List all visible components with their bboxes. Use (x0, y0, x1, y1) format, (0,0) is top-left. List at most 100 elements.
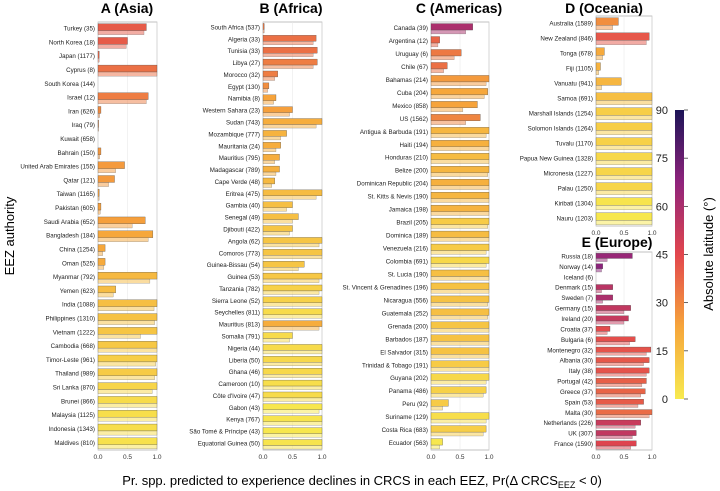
colorbar-tick-label: 30 (656, 298, 668, 310)
bar-New Zealand (846) (595, 32, 650, 41)
bar-Russia (18) (595, 253, 633, 259)
bar-Cuba (204) (430, 88, 488, 96)
bar-Palau (1250) (595, 182, 653, 191)
bar-lower-Bulgaria (6) (595, 341, 630, 346)
category-label: Dominica (189) (386, 233, 428, 240)
category-label: Maldives (810) (54, 440, 95, 447)
category-label: Israel (12) (67, 95, 95, 102)
x-tick-label: 0.5 (619, 230, 628, 237)
bar-Comoros (773) (262, 249, 323, 256)
bar-lower-Canada (39) (430, 29, 466, 35)
category-label: Albania (30) (560, 358, 593, 365)
category-label: Panama (486) (389, 388, 428, 395)
bar-lower-Guyana (202) (430, 380, 487, 385)
category-label: Colombia (691) (386, 258, 428, 265)
bar-lower-Guinea (53) (262, 278, 320, 283)
bar-Sudan (743) (262, 118, 323, 125)
bar-lower-Malta (30) (595, 414, 650, 419)
panel-d: 0.0 0.5 1.0 Australia (1589) New Zealand (84… (520, 15, 657, 237)
category-label: Costa Rica (683) (382, 427, 428, 434)
category-label: Ghana (46) (229, 369, 260, 376)
bar-Angola (62) (262, 237, 323, 244)
colorbar-tick-label: 75 (656, 153, 668, 165)
category-label: Iraq (79) (72, 122, 95, 129)
category-label: Namibia (8) (228, 96, 260, 103)
bar-Sierra Leone (52) (262, 296, 323, 303)
x-tick-label: 0.5 (455, 454, 464, 461)
bar-Guinea (53) (262, 272, 323, 280)
category-label: Taiwan (1165) (57, 191, 95, 198)
bar-Tanzania (782) (262, 284, 323, 292)
category-label: Montenegro (32) (547, 347, 593, 354)
category-label: Comoros (773) (219, 250, 260, 257)
category-label: Western Sahara (23) (203, 108, 260, 115)
bar-lower-Taiwan (1165) (97, 196, 100, 201)
bar-lower-South Africa (537) (262, 29, 265, 34)
category-label: Bahrain (150) (58, 150, 96, 157)
bar-lower-Tonga (678) (595, 55, 603, 60)
bar-Nicaragua (556) (430, 295, 490, 303)
category-label: Denmark (15) (555, 285, 593, 292)
bar-lower-Morocco (32) (262, 76, 275, 81)
category-label: Ecuador (563) (389, 440, 428, 447)
bar-lower-Japan (1177) (97, 58, 100, 63)
bar-lower-Qatar (121) (97, 182, 109, 187)
bar-Thailand (989) (97, 368, 158, 376)
bar-lower-Sweden (7) (595, 300, 603, 304)
category-label: Mozambique (777) (208, 131, 260, 138)
category-label: Pakistan (605) (55, 205, 95, 212)
bar-Italy (38) (595, 367, 650, 374)
category-label: North Korea (18) (49, 39, 95, 46)
category-label: Papua New Guinea (1328) (520, 155, 593, 162)
category-label: India (1088) (62, 302, 95, 309)
category-label: Palau (1250) (558, 185, 593, 192)
category-label: Malaysia (1125) (51, 412, 95, 419)
bar-lower-Sierra Leone (52) (262, 302, 323, 307)
category-label: Honduras (210) (385, 155, 428, 162)
bar-lower-Iraq (79) (97, 127, 99, 132)
bar-Western Sahara (23) (262, 106, 293, 113)
category-label: US (1562) (400, 116, 428, 123)
category-label: Uruguay (6) (395, 51, 428, 58)
bar-Saudi Arabia (652) (97, 216, 146, 225)
bar-lower-Fiji (1105) (595, 70, 599, 75)
bar-Spain (53) (595, 398, 644, 405)
bar-lower-India (1088) (97, 306, 155, 311)
bar-lower-Gabon (43) (262, 409, 320, 414)
category-label: Malta (30) (565, 410, 593, 417)
category-label: Guatemala (252) (382, 310, 428, 317)
bar-Madagascar (789) (262, 165, 280, 173)
bar-lower-Guinea-Bissau (54) (262, 267, 299, 271)
bar-Senegal (49) (262, 213, 299, 220)
x-tick-label: 0.0 (93, 454, 102, 461)
category-label: Australia (1589) (549, 20, 593, 27)
bar-lower-Iran (626) (97, 113, 100, 118)
bar-lower-Peru (92) (430, 406, 443, 411)
bar-Fiji (1105) (595, 62, 601, 71)
bar-Kenya (767) (262, 415, 323, 422)
bar-Seychelles (811) (262, 308, 323, 315)
bar-lower-Denmark (15) (595, 289, 602, 293)
bar-Mauritius (813) (262, 320, 323, 327)
bar-Malta (30) (595, 409, 653, 415)
category-label: Greece (37) (560, 389, 593, 396)
bar-Samoa (691) (595, 92, 653, 101)
bar-Egypt (130) (262, 82, 270, 89)
bar-Tunisia (33) (262, 47, 318, 54)
category-label: Yemen (623) (60, 288, 95, 295)
bar-lower-Turkey (35) (97, 30, 145, 35)
panel-title-europe: E (Europe) (582, 234, 653, 250)
category-label: UK (307) (568, 431, 593, 438)
bar-lower-Grenada (200) (430, 328, 490, 333)
category-label: South Africa (537) (210, 24, 260, 31)
bar-lower-Mauritius (813) (262, 326, 320, 331)
category-label: Netherlands (226) (543, 420, 593, 427)
category-label: New Zealand (846) (540, 35, 593, 42)
bar-lower-Libya (27) (262, 64, 314, 69)
bar-lower-Suriname (129) (430, 419, 487, 424)
panel-title-americas: C (Americas) (416, 0, 502, 16)
bar-lower-Montenegro (32) (595, 352, 647, 356)
bar-lower-North Korea (18) (97, 44, 127, 49)
bar-US (1562) (430, 114, 481, 121)
